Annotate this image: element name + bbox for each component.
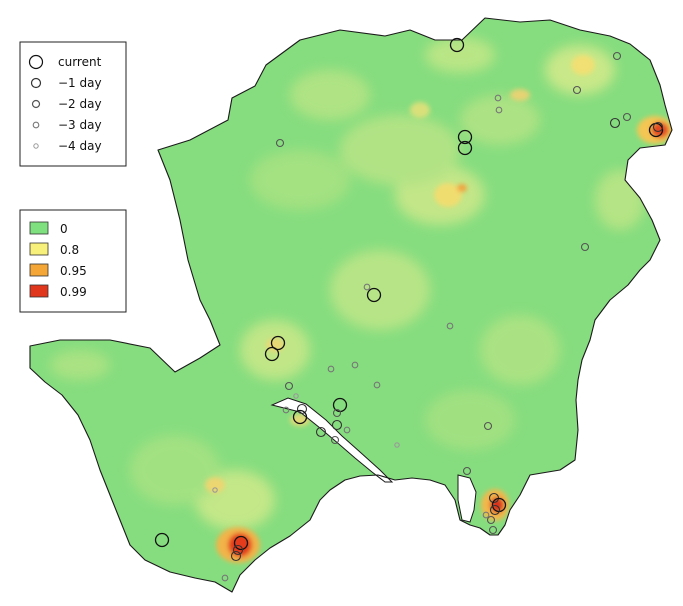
legend-time-label-current: current	[58, 55, 102, 69]
legend-marker-day2-icon	[31, 99, 41, 109]
legend-marker-current-icon	[28, 54, 44, 70]
case-marker	[394, 442, 400, 448]
legend-marker-day1-icon	[30, 77, 42, 89]
case-marker	[462, 466, 472, 476]
case-marker	[275, 138, 285, 148]
case-marker	[327, 365, 335, 373]
case-marker	[366, 287, 382, 303]
case-marker	[284, 381, 294, 391]
case-marker	[580, 242, 590, 252]
case-marker	[488, 525, 498, 535]
case-marker	[351, 361, 359, 369]
case-marker	[486, 515, 496, 525]
case-marker	[233, 535, 249, 551]
case-marker	[315, 426, 327, 438]
case-marker	[363, 283, 371, 291]
case-marker	[652, 121, 664, 133]
case-marker	[293, 393, 299, 399]
case-marker	[282, 406, 290, 414]
case-marker	[609, 117, 621, 129]
case-marker	[221, 574, 229, 582]
legend-marker-day4-icon	[33, 143, 39, 149]
case-marker	[330, 435, 340, 445]
legend-prob-label-0.95: 0.95	[60, 264, 87, 278]
legend-time-label-day4: −4 day	[58, 139, 102, 153]
case-marker	[457, 129, 473, 145]
case-marker	[483, 421, 493, 431]
county-coastline	[29, 17, 673, 593]
case-marker	[648, 122, 664, 138]
case-marker	[457, 140, 473, 156]
legend-swatch-0.99	[29, 284, 49, 298]
case-marker	[612, 51, 622, 61]
case-marker	[264, 346, 280, 362]
legend-time-since-case: current −1 day −2 day −3 day −4 day	[19, 41, 127, 167]
case-marker	[332, 408, 342, 418]
estuary-water	[270, 397, 477, 523]
legend-marker-day3-icon	[32, 121, 40, 129]
legend-prob-label-0: 0	[60, 222, 68, 236]
case-marker	[270, 335, 286, 351]
case-marker	[331, 419, 343, 431]
legend-prob-label-0.99: 0.99	[60, 285, 87, 299]
case-marker	[482, 511, 490, 519]
legend-time-label-day3: −3 day	[58, 118, 102, 132]
case-marker	[373, 381, 381, 389]
legend-time-label-day2: −2 day	[58, 97, 102, 111]
case-marker	[489, 504, 501, 516]
case-marker	[212, 487, 218, 493]
legend-swatch-0	[29, 221, 49, 235]
case-marker	[622, 112, 632, 122]
case-marker	[154, 532, 170, 548]
case-marker	[446, 322, 454, 330]
case-marker	[232, 544, 244, 556]
case-marker	[230, 550, 242, 562]
case-markers	[154, 37, 664, 582]
legend-probability: 0 0.8 0.95 0.99	[19, 209, 127, 313]
case-marker	[494, 94, 502, 102]
case-marker	[343, 426, 351, 434]
case-marker	[449, 37, 465, 53]
legend-prob-label-0.8: 0.8	[60, 243, 79, 257]
case-marker	[572, 85, 582, 95]
legend-swatch-0.8	[29, 242, 49, 256]
probability-surface	[50, 37, 672, 563]
case-marker	[296, 403, 308, 415]
case-marker	[292, 409, 308, 425]
legend-swatch-0.95	[29, 263, 49, 277]
legend-time-label-day1: −1 day	[58, 76, 102, 90]
case-marker	[495, 106, 503, 114]
